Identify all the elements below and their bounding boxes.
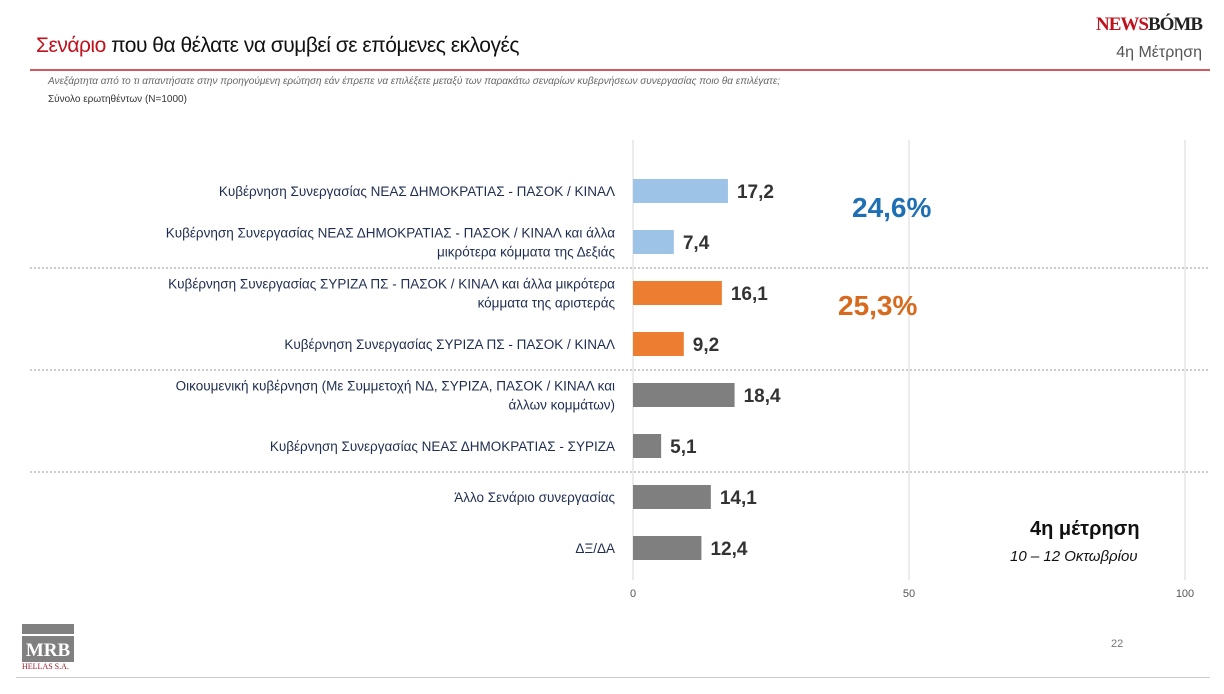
category-label: Κυβέρνηση Συνεργασίας ΝΕΑΣ ΔΗΜΟΚΡΑΤΙΑΣ -… (270, 439, 615, 454)
x-tick-label: 100 (1176, 588, 1194, 600)
bar (633, 332, 684, 356)
sample-base: Σύνολο ερωτηθέντων (N=1000) (48, 94, 187, 105)
value-label: 16,1 (731, 284, 768, 305)
bar (633, 434, 662, 458)
category-label: Άλλο Σενάριο συνεργασίας (454, 490, 615, 505)
value-label: 5,1 (670, 437, 697, 458)
bar (633, 179, 728, 203)
bottom-rule (16, 677, 1210, 678)
title-rest: που θα θέλατε να συμβεί σε επόμενες εκλο… (105, 34, 519, 57)
newsbomb-logo: NEWSBÓMB (1095, 14, 1203, 36)
annotation-syriza-total: 25,3% (838, 290, 918, 321)
value-label: 7,4 (683, 233, 710, 254)
bar (633, 485, 711, 509)
category-label: Κυβέρνηση Συνεργασίας ΣΥΡΙΖΑ ΠΣ - ΠΑΣΟΚ … (168, 277, 615, 292)
value-label: 18,4 (744, 386, 781, 407)
bar (633, 281, 722, 305)
annotation-nd-total: 24,6% (852, 192, 932, 223)
question-text: Ανεξάρτητα από το τι απαντήσατε στην προ… (48, 76, 781, 87)
category-label: άλλων κομμάτων) (508, 398, 615, 413)
bar (633, 383, 735, 407)
x-tick-label: 50 (903, 588, 915, 600)
x-tick-label: 0 (630, 588, 636, 600)
category-label: μικρότερα κόμματα της Δεξιάς (437, 245, 615, 260)
wave-label: 4η Μέτρηση (1116, 44, 1202, 61)
category-label: Κυβέρνηση Συνεργασίας ΝΕΑΣ ΔΗΜΟΚΡΑΤΙΑΣ -… (166, 226, 615, 241)
value-label: 9,2 (693, 335, 719, 356)
category-label: κόμματα της αριστεράς (478, 296, 616, 311)
title-rule (30, 69, 1210, 71)
category-label: Οικουμενική κυβέρνηση (Με Συμμετοχή ΝΔ, … (176, 379, 615, 394)
value-label: 14,1 (720, 488, 757, 509)
wave-footer-label: 4η μέτρηση (1030, 518, 1140, 540)
bar (633, 230, 674, 254)
mrb-logo-text: MRB (22, 636, 74, 662)
mrb-logo-sub: HELLAS S.A. (22, 662, 69, 671)
page-title: Σενάριο που θα θέλατε να συμβεί σε επόμε… (36, 34, 519, 58)
value-label: 17,2 (737, 182, 774, 203)
wave-dates: 10 – 12 Οκτωβρίου (1010, 548, 1138, 565)
title-highlight: Σενάριο (36, 34, 106, 57)
category-label: Κυβέρνηση Συνεργασίας ΝΕΑΣ ΔΗΜΟΚΡΑΤΙΑΣ -… (219, 184, 615, 199)
value-label: 12,4 (710, 539, 747, 560)
bar (633, 536, 702, 560)
category-label: ΔΞ/ΔΑ (575, 541, 615, 556)
page-number: 22 (1111, 638, 1124, 650)
mrb-logo: MRB HELLAS S.A. (22, 624, 74, 671)
logo-a: NEWS (1095, 14, 1149, 35)
logo-b: BÓMB (1147, 14, 1203, 35)
category-label: Κυβέρνηση Συνεργασίας ΣΥΡΙΖΑ ΠΣ - ΠΑΣΟΚ … (284, 337, 615, 352)
